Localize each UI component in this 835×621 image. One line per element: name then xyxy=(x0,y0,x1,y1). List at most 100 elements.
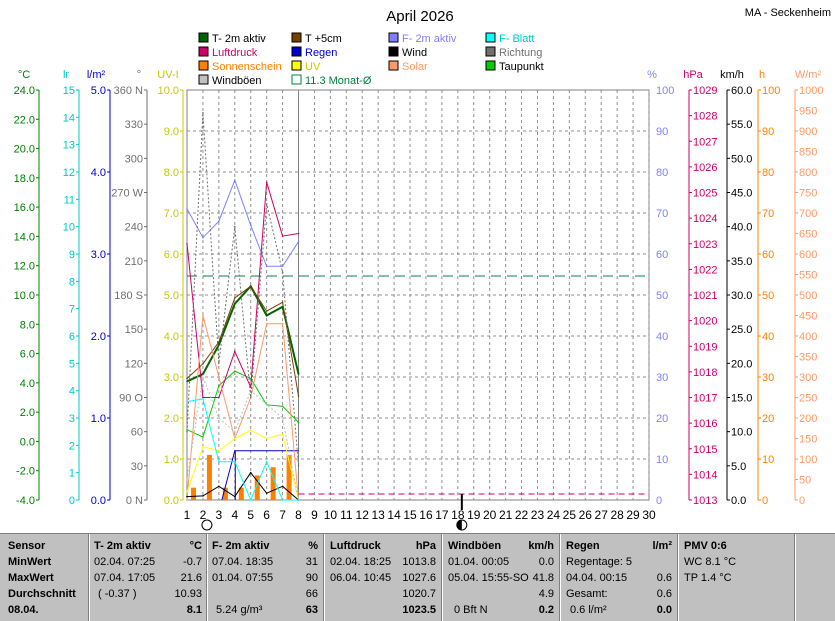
right-axes: %1009080706050403020100hPa10291028102710… xyxy=(647,69,823,507)
point-richtung xyxy=(218,362,220,365)
tick-label-pressure: 1013 xyxy=(693,495,717,507)
point-t-2m-aktiv xyxy=(297,373,300,375)
f2m-column: F- 2m aktiv % 07.04. 18:35 31 01.04. 07:… xyxy=(212,540,318,618)
tick-label-sunshine: 50 xyxy=(762,290,774,302)
legend-swatch-sonnenschein xyxy=(198,60,209,71)
tick-label-temp: 16.0 xyxy=(14,202,35,214)
gust-beaufort: 0 Bft N xyxy=(454,604,488,616)
tick-label-lr: 6 xyxy=(69,331,75,343)
tick-label-direction: 300 xyxy=(125,153,143,165)
legend-label-windb-en: Windböen xyxy=(212,75,262,87)
point-f-blatt xyxy=(249,499,252,501)
t2m-column: T- 2m aktiv °C 02.04. 07:25 -0.7 07.04. … xyxy=(94,540,202,618)
point-solar xyxy=(281,322,284,325)
pressure-max-time: 06.04. 10:45 xyxy=(330,572,392,584)
full-moon-shade xyxy=(456,520,462,530)
tick-label-sunshine: 30 xyxy=(762,372,774,384)
tick-label-pressure: 1028 xyxy=(693,111,717,123)
series-richtung xyxy=(186,112,300,466)
point-uv xyxy=(233,437,236,440)
x-tick-label: 18 xyxy=(451,508,465,522)
t2m-header: T- 2m aktiv xyxy=(94,540,151,552)
f2m-header: F- 2m aktiv xyxy=(212,540,270,552)
point-uv xyxy=(249,429,252,432)
rain-header: Regen xyxy=(566,540,600,552)
bar-sonnenschein xyxy=(191,487,196,500)
legend-label-richtung: Richtung xyxy=(499,47,542,59)
x-tick-label: 30 xyxy=(642,508,656,522)
t2m-min-time: 02.04. 07:25 xyxy=(94,556,156,568)
sensor-header: Sensor xyxy=(8,540,46,552)
legend-swatch-uv xyxy=(291,60,302,71)
point-f-2m-aktiv xyxy=(233,179,236,181)
x-tick-label: 22 xyxy=(515,508,529,522)
tick-label-uv: 2.0 xyxy=(164,413,179,425)
gust-max-value: 41.8 xyxy=(532,572,554,584)
tick-label-pressure: 1014 xyxy=(693,469,717,481)
x-tick-label: 6 xyxy=(263,508,270,522)
point-f-blatt xyxy=(297,499,300,501)
series-luftdruck xyxy=(186,182,299,398)
tick-label-temp: 12.0 xyxy=(14,261,35,273)
point-f-blatt xyxy=(218,460,220,463)
tick-label-lr: 15 xyxy=(63,85,75,97)
tick-label-solar: 650 xyxy=(799,229,817,241)
legend-label-sonnenschein: Sonnenschein xyxy=(212,61,282,73)
legend-label-f-2m-aktiv: F- 2m aktiv xyxy=(402,33,457,45)
tick-label-temp: 0.0 xyxy=(20,436,35,448)
point-taupunkt xyxy=(297,421,300,424)
legend-label-11-3-monat: 11.3 Monat-Ø xyxy=(305,75,372,87)
f2m-max-value: 90 xyxy=(305,572,318,584)
point-f-2m-aktiv xyxy=(297,240,300,243)
tick-label-uv: 7.0 xyxy=(164,208,179,220)
tick-label-solar: 950 xyxy=(799,106,817,118)
tick-label-humidity: 0 xyxy=(656,495,662,507)
x-tick-label: 17 xyxy=(435,508,449,522)
x-tick-label: 2 xyxy=(200,508,207,522)
t2m-max-value: 21.6 xyxy=(180,572,202,584)
point-taupunkt xyxy=(281,405,284,408)
rain-days: Regentage: 5 xyxy=(566,556,633,568)
point-f-blatt xyxy=(202,398,204,400)
series-taupunkt xyxy=(186,370,299,438)
bar-sonnenschein xyxy=(286,454,292,500)
legend: T- 2m aktiv T +5cm F- 2m aktiv F- Blatt Luft… xyxy=(198,32,544,87)
gust-unit: km/h xyxy=(528,540,554,552)
tick-label-solar: 400 xyxy=(799,331,817,343)
point-windb-en xyxy=(186,478,188,481)
legend-swatch-t-5cm xyxy=(291,32,302,43)
point-t-2m-aktiv xyxy=(233,302,236,305)
point-wind xyxy=(281,485,284,488)
point-richtung xyxy=(249,396,252,399)
bar-sonnenschein xyxy=(254,475,260,500)
tick-label-rain: 3.0 xyxy=(91,249,106,261)
tick-label-wind: 25.0 xyxy=(731,324,752,336)
tick-label-humidity: 30 xyxy=(656,372,668,384)
series-f-blatt xyxy=(186,398,299,502)
tick-label-sunshine: 70 xyxy=(762,208,774,220)
tick-label-humidity: 10 xyxy=(656,454,668,466)
point-wind xyxy=(218,485,220,488)
tick-label-lr: 8 xyxy=(69,276,75,288)
point-taupunkt xyxy=(202,436,204,438)
tick-label-lr: 12 xyxy=(63,167,75,179)
series-f-2m-aktiv xyxy=(186,178,299,267)
sensor-column: Sensor MinWert MaxWert Durchschnitt 08.0… xyxy=(8,540,88,618)
legend-label-uv: UV xyxy=(305,61,321,73)
rain-total-sum: 0.6 l/m² xyxy=(570,604,607,616)
tick-label-temp: 2.0 xyxy=(20,407,35,419)
tick-label-uv: 9.0 xyxy=(164,126,179,138)
point-windb-en xyxy=(281,417,284,419)
pressure-column: Luftdruck hPa 02.04. 18:25 1013.8 06.04.… xyxy=(330,540,436,618)
pressure-current-value: 1023.5 xyxy=(402,604,436,616)
point-taupunkt xyxy=(233,370,236,372)
point-f-2m-aktiv xyxy=(202,236,204,239)
x-tick-label: 29 xyxy=(626,508,640,522)
point-solar xyxy=(265,322,268,325)
series-t-2m-aktiv xyxy=(186,284,300,383)
max-label: MaxWert xyxy=(8,572,54,584)
x-tick-label: 25 xyxy=(563,508,577,522)
t2m-avg-extra: ( -0.37 ) xyxy=(98,588,137,600)
axis-unit-solar: W/m² xyxy=(795,69,822,81)
point-luftdruck xyxy=(186,242,188,245)
